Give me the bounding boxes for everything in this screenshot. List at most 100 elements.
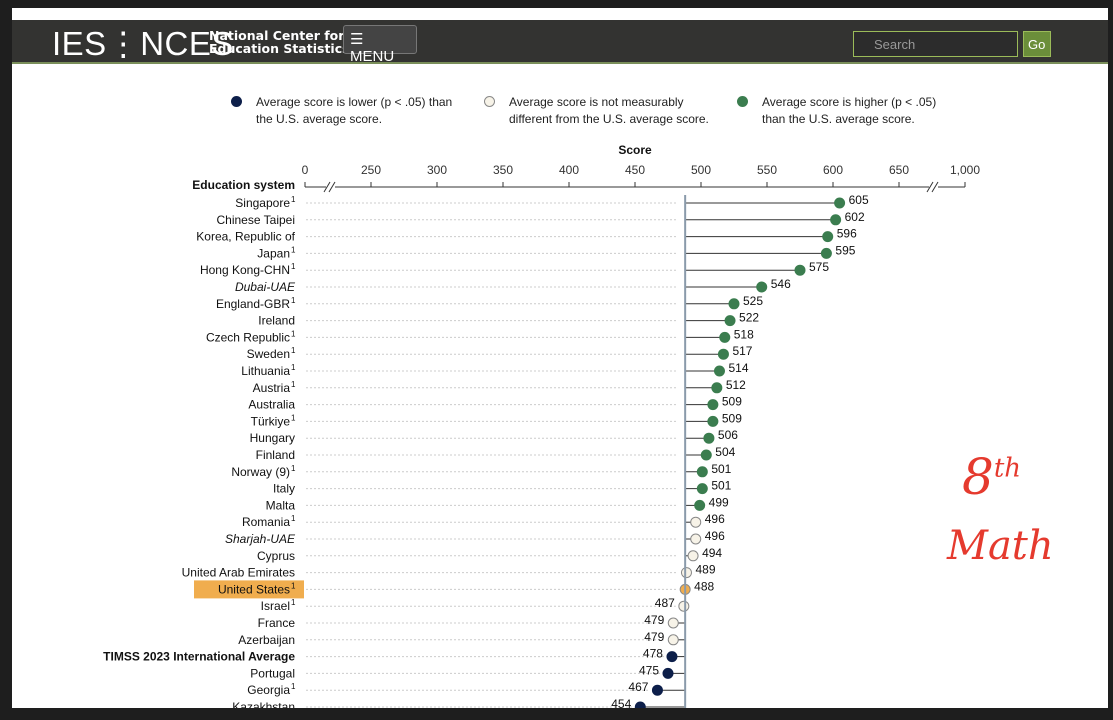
data-point — [690, 533, 702, 545]
data-label: 501 — [711, 479, 731, 493]
legend-text: different from the U.S. average score. — [509, 112, 709, 126]
data-point — [651, 684, 663, 696]
data-label: 518 — [734, 327, 754, 341]
data-point — [822, 231, 834, 243]
data-label: 478 — [643, 647, 663, 661]
data-label: 522 — [739, 311, 759, 325]
legend-text: Average score is lower (p < .05) than — [256, 95, 453, 109]
page: IES⋮NCES National Center for Education St… — [12, 8, 1108, 708]
row-label: Türkiye — [251, 414, 291, 428]
data-label: 479 — [644, 613, 664, 627]
row-footnote: 1 — [291, 363, 296, 372]
data-point — [728, 298, 740, 310]
data-label: 602 — [845, 210, 865, 224]
go-button[interactable]: Go — [1023, 31, 1051, 57]
row-label: Azerbaijan — [238, 633, 295, 647]
row-footnote: 1 — [291, 413, 296, 422]
row-footnote: 1 — [291, 329, 296, 338]
annotation-math: Math — [947, 523, 1054, 569]
x-tick-label: 400 — [559, 163, 579, 177]
row-label: TIMSS 2023 International Average — [103, 650, 295, 664]
data-point — [834, 197, 846, 209]
menu-button[interactable]: ☰ MENU — [343, 25, 417, 65]
legend-text: the U.S. average score. — [256, 112, 383, 126]
data-label: 454 — [611, 697, 631, 708]
data-label: 509 — [722, 411, 742, 425]
legend-same-dot — [484, 96, 495, 107]
row-label: Ireland — [258, 314, 295, 328]
row-label: Finland — [256, 448, 295, 462]
axis-break-icon — [926, 181, 934, 193]
axis-break-gap — [326, 184, 335, 190]
row-label: Singapore — [235, 196, 290, 210]
row-label: Lithuania — [241, 364, 290, 378]
data-point — [666, 651, 678, 663]
data-point — [700, 449, 712, 461]
data-label: 575 — [809, 260, 829, 274]
row-label: Kazakhstan — [232, 700, 295, 708]
ies-nces-logo[interactable]: IES⋮NCES — [52, 25, 234, 62]
data-point — [680, 567, 692, 579]
data-label: 509 — [722, 395, 742, 409]
row-label: Hong Kong-CHN — [200, 263, 290, 277]
row-label: Georgia — [247, 683, 290, 697]
annotation-th: th — [993, 453, 1022, 484]
x-tick-label: 550 — [757, 163, 777, 177]
data-point — [711, 382, 723, 394]
row-label: Israel — [261, 599, 290, 613]
row-footnote: 1 — [291, 245, 296, 254]
x-tick-label: 350 — [493, 163, 513, 177]
row-footnote: 1 — [291, 514, 296, 523]
row-footnote: 1 — [291, 296, 296, 305]
row-label: Chinese Taipei — [217, 213, 296, 227]
data-point — [667, 634, 679, 646]
data-point — [820, 247, 832, 259]
score-chart: Score Education system 0 250 300 350 400 450 500… — [103, 143, 980, 708]
annotation-8: 8 — [962, 448, 994, 506]
row-label: United States — [218, 582, 290, 596]
row-footnote: 1 — [291, 262, 296, 271]
data-label: 546 — [771, 277, 791, 291]
legend-lower-dot — [231, 96, 242, 107]
x-tick-label: 300 — [427, 163, 447, 177]
row-label: France — [258, 616, 296, 630]
data-label: 487 — [655, 596, 675, 610]
row-label: Romania — [242, 515, 290, 529]
data-label: 596 — [837, 227, 857, 241]
x-tick-label: 450 — [625, 163, 645, 177]
us-highlight — [194, 580, 304, 599]
row-label: Italy — [273, 482, 295, 496]
legend-text: than the U.S. average score. — [762, 112, 915, 126]
org-name: National Center for Education Statistics — [209, 29, 350, 55]
data-label: 467 — [628, 680, 648, 694]
data-point — [694, 499, 706, 511]
data-point — [696, 466, 708, 478]
row-footnote: 1 — [291, 598, 296, 607]
row-label: England-GBR — [216, 297, 290, 311]
data-label: 496 — [705, 529, 725, 543]
row-label: Dubai-UAE — [235, 280, 296, 294]
data-label: 494 — [702, 546, 722, 560]
row-label: Portugal — [250, 666, 295, 680]
x-tick-label: 500 — [691, 163, 711, 177]
data-label: 479 — [644, 630, 664, 644]
axis-break-icon — [931, 181, 939, 193]
data-point — [690, 516, 702, 528]
row-label: Czech Republic — [206, 330, 290, 344]
data-point — [756, 281, 768, 293]
org-line1: National Center for — [209, 28, 345, 43]
data-label: 514 — [728, 361, 748, 375]
search-input[interactable]: Search — [853, 31, 1018, 57]
site-header: IES⋮NCES National Center for Education St… — [12, 20, 1108, 65]
row-label: United Arab Emirates — [182, 566, 295, 580]
org-line2: Education Statistics — [209, 41, 350, 56]
data-point — [713, 365, 725, 377]
data-point — [687, 550, 699, 562]
data-point — [696, 483, 708, 495]
handwritten-annotation: 8th — [962, 448, 1021, 506]
axis-break-gap — [929, 184, 938, 190]
data-label: 496 — [705, 512, 725, 526]
data-label: 595 — [835, 243, 855, 257]
data-label: 504 — [715, 445, 735, 459]
data-label: 605 — [849, 193, 869, 207]
